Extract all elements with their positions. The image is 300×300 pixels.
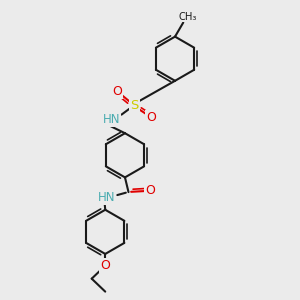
Text: O: O <box>145 184 154 197</box>
Text: O: O <box>146 111 156 124</box>
Text: CH₃: CH₃ <box>178 12 196 22</box>
Text: O: O <box>112 85 122 98</box>
Text: HN: HN <box>102 113 120 126</box>
Text: HN: HN <box>98 191 115 204</box>
Text: S: S <box>130 99 139 112</box>
Text: O: O <box>100 259 110 272</box>
